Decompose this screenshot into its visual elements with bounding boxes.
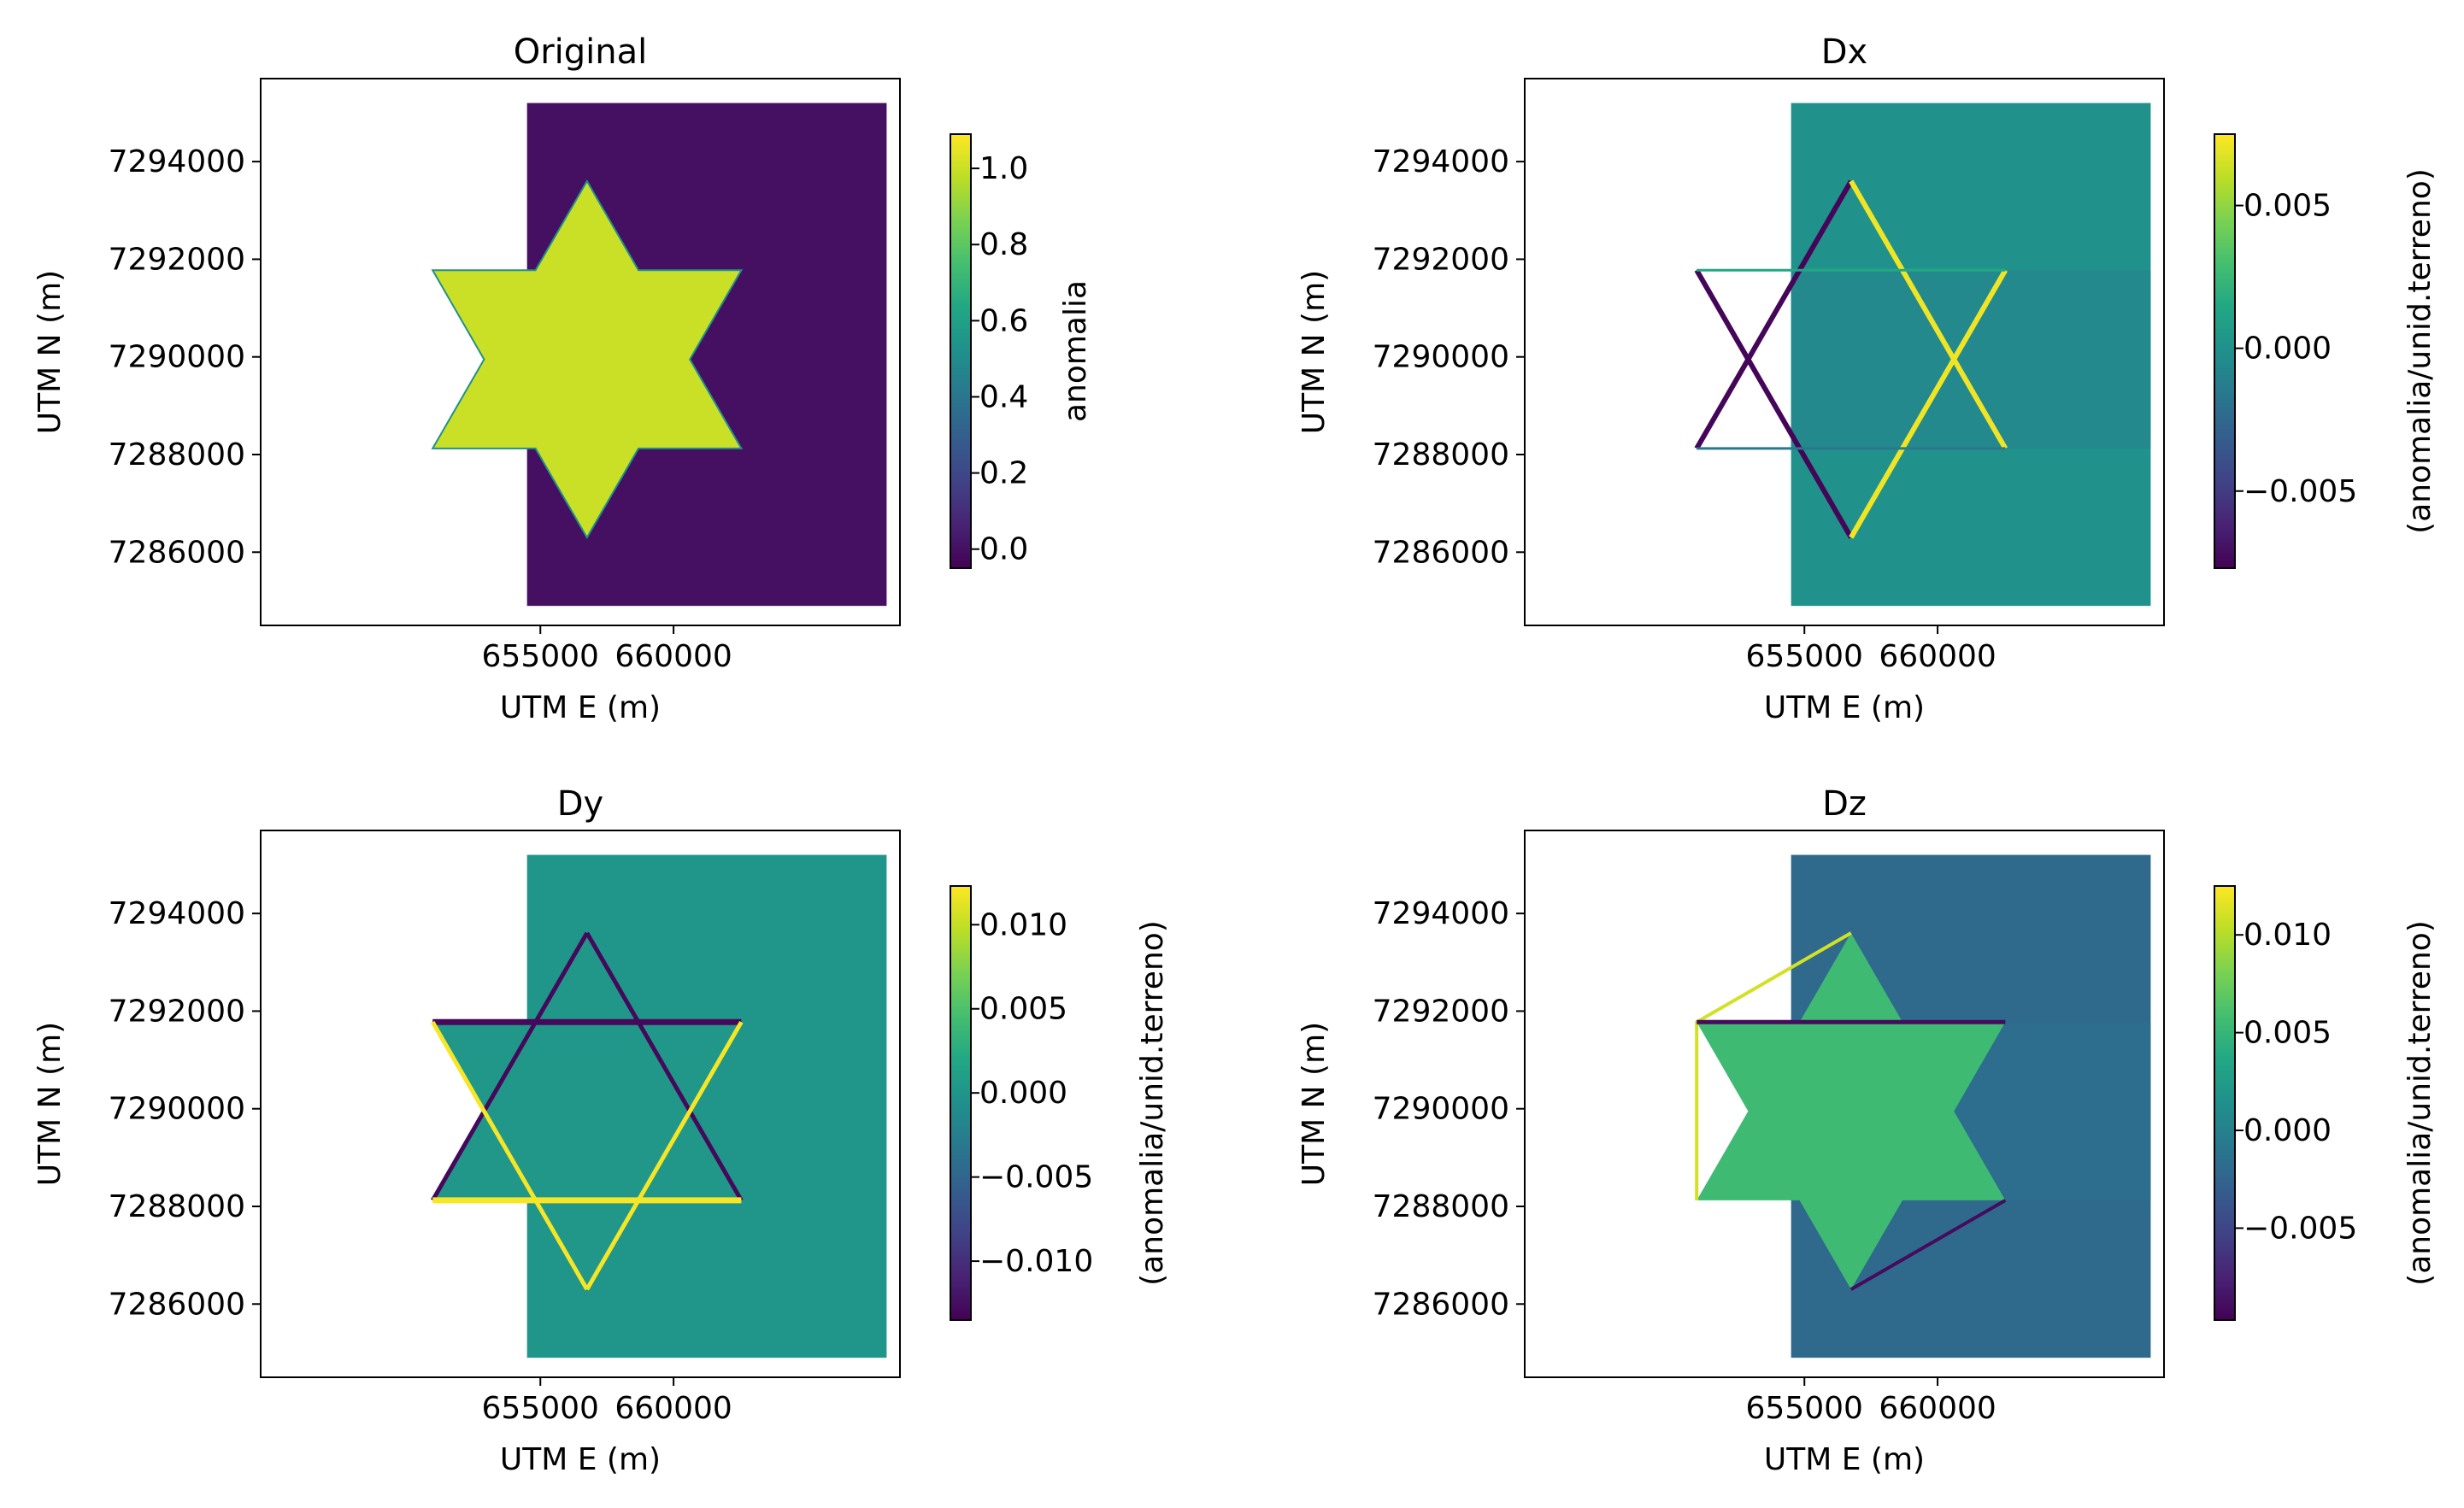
y-tick-label: 7290000 [109,340,245,375]
y-tick-label: 7288000 [1373,437,1509,472]
subplot-title: Dz [1822,784,1867,824]
axes-frame [1524,830,2165,1378]
heatmap-edge-right-down [1849,268,2008,539]
x-tick-label: 655000 [482,639,599,674]
subplot-title: Original [514,32,648,72]
y-tick-label: 7292000 [1373,994,1509,1029]
subplot-dz: Dz 655000 660000 UTM E (m) 7286000 7288000 729… [1297,784,2438,1477]
colorbar-tick-label: −0.005 [979,1160,1093,1195]
colorbar-label: (anomalia/unid.terreno) [2402,168,2438,534]
colorbar-label: (anomalia/unid.terreno) [2402,920,2438,1286]
x-axis-label: UTM E (m) [1764,1442,1925,1477]
colorbar-tick-label: 0.005 [2243,1016,2332,1051]
y-tick-label: 7294000 [1373,896,1509,931]
y-tick-label: 7294000 [1373,144,1509,179]
x-tick-label: 660000 [1879,1391,1996,1426]
colorbar [2214,885,2236,1321]
colorbar [950,133,972,569]
heatmap-edge-upper-right [585,931,744,1202]
x-axis-label: UTM E (m) [500,690,661,725]
colorbar-tick-label: 0.000 [2243,332,2332,367]
y-tick-label: 7290000 [1373,340,1509,375]
x-tick-label: 655000 [1746,1391,1863,1426]
colorbar-tick-label: 0.010 [2243,918,2332,953]
y-tick-label: 7292000 [109,242,245,277]
axes-frame [1524,78,2165,626]
subplot-dy: Dy 655000 660000 UTM E (m) 7286000 7288000 729… [32,784,1170,1477]
colorbar-label: anomalia [1058,280,1093,422]
y-tick-label: 7292000 [109,994,245,1029]
axes-frame [260,830,901,1378]
colorbar-tick-label: 0.4 [979,379,1028,414]
colorbar-tick-label: 0.2 [979,456,1028,491]
colorbar-tick-label: 0.000 [2243,1113,2332,1148]
y-axis-label: UTM N (m) [1297,270,1332,434]
x-tick-label: 655000 [1746,639,1863,674]
x-tick-label: 655000 [482,1391,599,1426]
y-tick-label: 7288000 [1373,1189,1509,1224]
y-tick-label: 7286000 [1373,535,1509,570]
y-tick-label: 7294000 [109,144,245,179]
colorbar [2214,133,2236,569]
heatmap-star [431,179,744,540]
x-axis-label: UTM E (m) [500,1442,661,1477]
y-tick-label: 7286000 [109,1287,245,1322]
heatmap-edge-lower-left [431,1021,589,1291]
colorbar-tick-label: 0.010 [979,907,1067,942]
x-tick-label: 660000 [1879,639,1996,674]
subplot-original: Original 655000 660000 UTM E (m) 7286000 7288… [32,32,1093,725]
heatmap-star [1697,933,2006,1290]
x-tick-label: 660000 [615,639,732,674]
colorbar-tick-label: 0.8 [979,227,1028,262]
y-tick-label: 7290000 [1373,1092,1509,1127]
colorbar-tick-label: 0.000 [979,1076,1067,1111]
heatmap-edge-lower-right [585,1021,744,1291]
axes-frame [260,78,901,626]
y-tick-label: 7286000 [109,535,245,570]
y-tick-label: 7294000 [109,896,245,931]
y-tick-label: 7288000 [109,1189,245,1224]
heatmap-edge-left-down [1694,268,1854,539]
y-axis-label: UTM N (m) [1297,1022,1332,1186]
y-tick-label: 7288000 [109,437,245,472]
colorbar-tick-label: −0.005 [2243,474,2357,509]
heatmap-edge-left-up [1694,179,1854,450]
y-axis-label: UTM N (m) [32,270,68,434]
colorbar-tick-label: −0.010 [979,1244,1093,1279]
heatmap-edge-right-up [1849,179,2008,450]
subplot-dx: Dx 655000 660000 UTM E (m) 7286000 7288000 729… [1297,32,2438,725]
x-axis-label: UTM E (m) [1764,690,1925,725]
subplot-title: Dx [1821,32,1867,72]
colorbar-tick-label: 0.005 [979,992,1067,1027]
colorbar-tick-label: 0.6 [979,303,1028,338]
colorbar-tick-label: −0.005 [2243,1211,2357,1246]
colorbar [950,885,972,1321]
colorbar-label: (anomalia/unid.terreno) [1135,920,1170,1286]
colorbar-tick-label: 0.005 [2243,189,2332,224]
y-tick-label: 7290000 [109,1092,245,1127]
colorbar-tick-label: 0.0 [979,532,1028,567]
heatmap-edge-upper-left [431,931,589,1202]
heatmap-edge-dark-right [1849,1199,2007,1291]
y-axis-label: UTM N (m) [32,1022,68,1186]
y-tick-label: 7286000 [1373,1287,1509,1322]
x-tick-label: 660000 [615,1391,732,1426]
y-tick-label: 7292000 [1373,242,1509,277]
heatmap-band [1791,270,2151,449]
colorbar-tick-label: 1.0 [979,151,1028,186]
subplot-title: Dy [557,784,603,824]
